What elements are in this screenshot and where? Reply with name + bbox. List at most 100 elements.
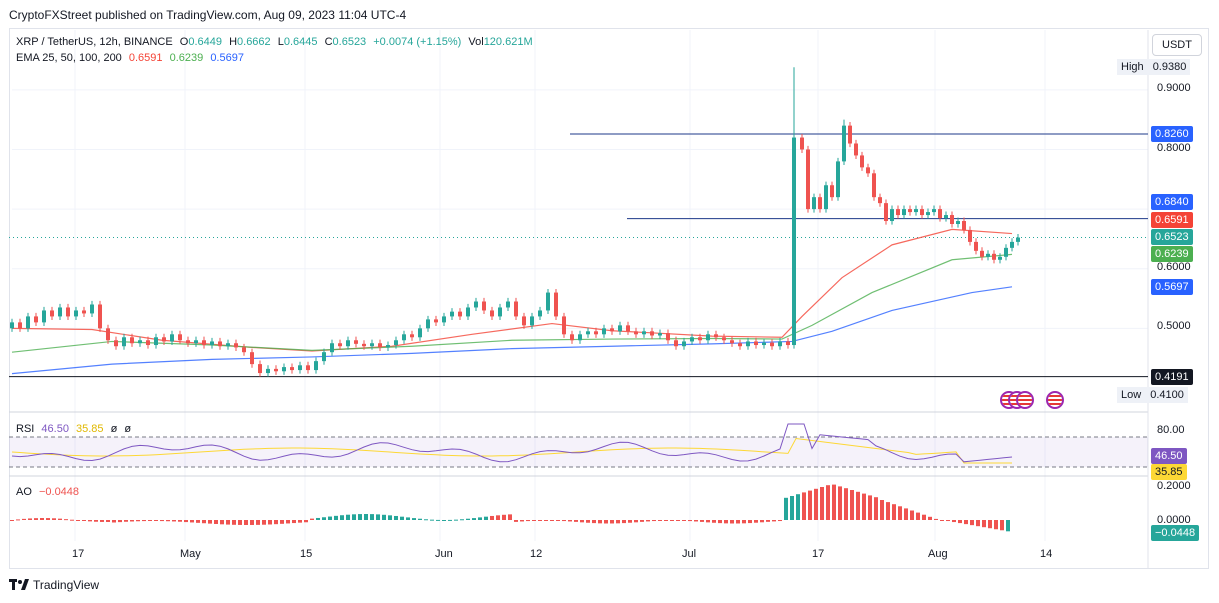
- candle-body: [706, 334, 710, 341]
- ao-bar: [334, 515, 338, 520]
- candle-body: [968, 229, 972, 242]
- ao-bar: [286, 520, 290, 524]
- candle-body: [362, 343, 366, 347]
- ao-bar: [190, 520, 194, 523]
- candle-body: [626, 325, 630, 332]
- candle-body: [634, 331, 638, 335]
- low-label: L: [277, 36, 284, 48]
- open-label: O: [179, 36, 189, 48]
- candle-body: [818, 197, 822, 210]
- candle-body: [830, 185, 834, 198]
- tradingview-footer[interactable]: TradingView: [9, 578, 99, 592]
- us-flag-icon[interactable]: [1016, 391, 1034, 409]
- ao-bar: [760, 520, 764, 523]
- ema-lines: [11, 228, 1013, 375]
- candle-body: [974, 241, 978, 251]
- ao-bar: [316, 517, 320, 520]
- candle-body: [986, 253, 990, 257]
- ao-bar: [226, 520, 230, 525]
- candle-body: [530, 316, 534, 326]
- candle-body: [82, 310, 86, 314]
- candle-body: [866, 167, 870, 174]
- ao-bar: [406, 517, 410, 520]
- rsi-extra-1: ø: [110, 423, 118, 435]
- ao-bar: [946, 520, 950, 522]
- ao-bar: [304, 520, 308, 523]
- ao-bar: [790, 496, 794, 520]
- candle-body: [402, 334, 406, 341]
- candle-body: [944, 215, 948, 219]
- candle-body: [514, 301, 518, 317]
- candles: [10, 67, 1020, 377]
- price-tick-0600: 0.6000: [1157, 261, 1191, 273]
- ao-bar: [214, 520, 218, 524]
- ao-bar: [778, 520, 782, 522]
- rsi-value: 46.50: [41, 423, 69, 435]
- candle-body: [824, 185, 828, 210]
- candle-body: [34, 316, 38, 323]
- ao-bar: [52, 518, 56, 520]
- currency-button[interactable]: USDT: [1152, 34, 1202, 56]
- candle-body: [902, 209, 906, 216]
- ao-bar: [526, 520, 530, 522]
- candle-body: [282, 367, 286, 372]
- ao-bar: [568, 520, 572, 522]
- ao-bar: [340, 515, 344, 520]
- ema-line-3: [11, 286, 1013, 375]
- ao-bar: [688, 520, 692, 522]
- candle-body: [1010, 241, 1014, 248]
- ao-bar: [694, 520, 698, 522]
- ao-bar: [652, 520, 656, 522]
- change-value: +0.0074 (+1.15%): [373, 36, 462, 48]
- x-tick: Jul: [682, 548, 697, 560]
- candle-body: [730, 340, 734, 344]
- rsi-legend: RSI 46.50 35.85 ø ø: [16, 423, 135, 435]
- ao-bar: [76, 520, 80, 521]
- ao-bar: [544, 520, 548, 521]
- candle-body: [956, 221, 960, 224]
- ao-value: −0.0448: [38, 486, 80, 498]
- ao-bar: [280, 520, 284, 524]
- ao-bar: [1000, 520, 1004, 531]
- low-tag: Low 0.4100: [1117, 387, 1188, 403]
- candle-body: [242, 347, 246, 353]
- rsi-ma-tag: 35.85: [1151, 464, 1187, 480]
- low-tag-label: Low: [1121, 389, 1142, 401]
- ao-tick-0000: 0.0000: [1157, 514, 1191, 526]
- rsi-ma-line: [11, 437, 1012, 464]
- ao-bar: [178, 520, 182, 522]
- candle-body: [610, 328, 614, 332]
- chart-frame: [9, 28, 1209, 569]
- ao-bar: [718, 520, 722, 524]
- ao-bar: [988, 520, 992, 529]
- ao-bar: [574, 520, 578, 522]
- ao-bar: [34, 518, 38, 520]
- ao-bar: [136, 520, 140, 522]
- candle-body: [950, 215, 954, 224]
- candle-body: [346, 340, 350, 347]
- candle-body: [90, 304, 94, 314]
- candle-body: [650, 331, 654, 336]
- ao-bar: [478, 517, 482, 520]
- ao-bar: [244, 520, 248, 525]
- ao-bar: [442, 520, 446, 521]
- ao-bar: [958, 520, 962, 524]
- candle-body: [602, 328, 606, 335]
- ao-bar: [508, 514, 512, 520]
- us-flag-icon[interactable]: [1046, 391, 1064, 409]
- ao-bar: [148, 520, 152, 522]
- ao-bar: [922, 514, 926, 520]
- ao-bar: [832, 484, 836, 520]
- candle-body: [618, 325, 622, 332]
- ao-bar: [238, 520, 242, 525]
- ao-bar: [1006, 520, 1010, 532]
- x-tick: May: [180, 548, 201, 560]
- candle-body: [154, 337, 158, 346]
- ao-bar: [184, 520, 188, 523]
- x-tick: 17: [72, 548, 85, 560]
- candle-body: [962, 221, 966, 230]
- candle-body: [714, 334, 718, 338]
- candle-body: [884, 203, 888, 222]
- ao-tick-0200: 0.2000: [1157, 480, 1191, 492]
- candle-body: [914, 209, 918, 213]
